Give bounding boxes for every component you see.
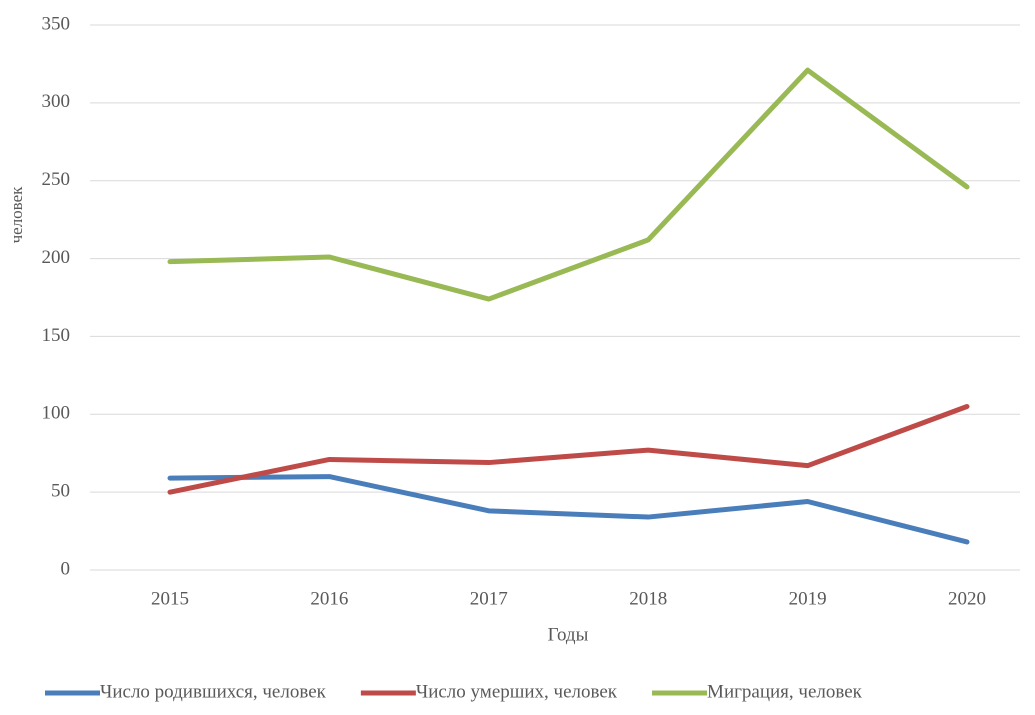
series-line xyxy=(167,404,970,495)
series-line xyxy=(167,67,970,302)
legend-label: Миграция, человек xyxy=(707,681,863,702)
y-tick-label: 350 xyxy=(42,13,71,34)
x-axis-label: Годы xyxy=(548,624,589,645)
legend-label: Число умерших, человек xyxy=(416,681,618,702)
y-tick-label: 50 xyxy=(51,481,70,502)
y-tick-label: 300 xyxy=(42,91,71,112)
x-tick-label: 2017 xyxy=(470,588,508,609)
y-axis-label: человек xyxy=(7,186,26,244)
y-tick-label: 100 xyxy=(42,403,71,424)
x-tick-label: 2020 xyxy=(948,588,986,609)
y-tick-label: 200 xyxy=(42,247,71,268)
y-tick-label: 250 xyxy=(42,169,71,190)
x-tick-label: 2015 xyxy=(151,588,189,609)
series-line xyxy=(167,474,970,545)
y-tick-label: 0 xyxy=(61,558,71,579)
y-tick-label: 150 xyxy=(42,325,71,346)
x-tick-label: 2018 xyxy=(629,588,667,609)
x-tick-label: 2019 xyxy=(789,588,827,609)
x-tick-label: 2016 xyxy=(310,588,348,609)
legend-label: Число родившихся, человек xyxy=(100,681,327,702)
